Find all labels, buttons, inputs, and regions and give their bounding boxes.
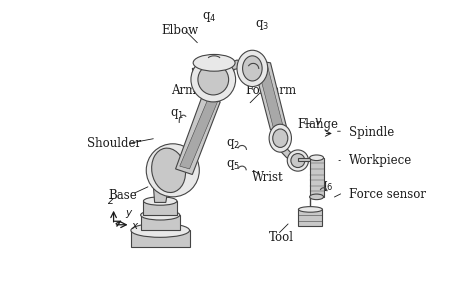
Polygon shape	[175, 96, 220, 175]
Text: Spindle: Spindle	[349, 126, 394, 139]
Ellipse shape	[273, 129, 288, 147]
Ellipse shape	[198, 64, 228, 95]
Text: q$_{1}$: q$_{1}$	[170, 107, 184, 122]
Polygon shape	[209, 60, 252, 71]
Text: Elbow: Elbow	[161, 24, 198, 37]
Polygon shape	[298, 158, 310, 160]
Text: q$_{2}$: q$_{2}$	[226, 137, 240, 151]
Ellipse shape	[193, 54, 235, 71]
Ellipse shape	[310, 155, 324, 160]
Polygon shape	[144, 201, 177, 215]
Text: x: x	[131, 221, 137, 231]
Ellipse shape	[287, 150, 309, 171]
Text: Workpiece: Workpiece	[349, 154, 412, 167]
Ellipse shape	[243, 56, 262, 81]
Text: Wrist: Wrist	[252, 171, 283, 184]
Text: Forearm: Forearm	[245, 84, 296, 97]
Text: Base: Base	[108, 189, 137, 202]
Ellipse shape	[269, 124, 292, 152]
Polygon shape	[252, 60, 287, 130]
Text: Force sensor: Force sensor	[349, 188, 426, 201]
Text: q$_{3}$: q$_{3}$	[255, 18, 269, 32]
Ellipse shape	[141, 210, 180, 220]
Ellipse shape	[152, 148, 185, 193]
Polygon shape	[180, 100, 218, 169]
Text: q$_{5}$: q$_{5}$	[226, 158, 240, 172]
Bar	[310, 158, 324, 197]
Circle shape	[146, 144, 199, 197]
Text: Flange: Flange	[298, 118, 338, 131]
Text: q$_{6}$: q$_{6}$	[319, 179, 334, 193]
Polygon shape	[131, 230, 190, 247]
Polygon shape	[192, 69, 234, 91]
Polygon shape	[256, 62, 283, 128]
Ellipse shape	[144, 197, 177, 205]
Text: z: z	[108, 196, 113, 206]
Polygon shape	[153, 184, 169, 202]
Polygon shape	[141, 215, 180, 230]
Ellipse shape	[237, 50, 268, 87]
Text: Shoulder: Shoulder	[87, 137, 141, 150]
Ellipse shape	[299, 207, 322, 212]
Ellipse shape	[191, 57, 236, 102]
Text: v: v	[315, 115, 321, 128]
Bar	[299, 210, 322, 226]
Text: Arm: Arm	[171, 84, 197, 97]
Text: y: y	[126, 208, 132, 218]
Ellipse shape	[291, 154, 305, 168]
Ellipse shape	[131, 223, 190, 237]
Polygon shape	[276, 147, 296, 158]
Ellipse shape	[310, 194, 324, 200]
Text: q$_{4}$: q$_{4}$	[202, 10, 216, 24]
Text: Tool: Tool	[269, 231, 294, 244]
